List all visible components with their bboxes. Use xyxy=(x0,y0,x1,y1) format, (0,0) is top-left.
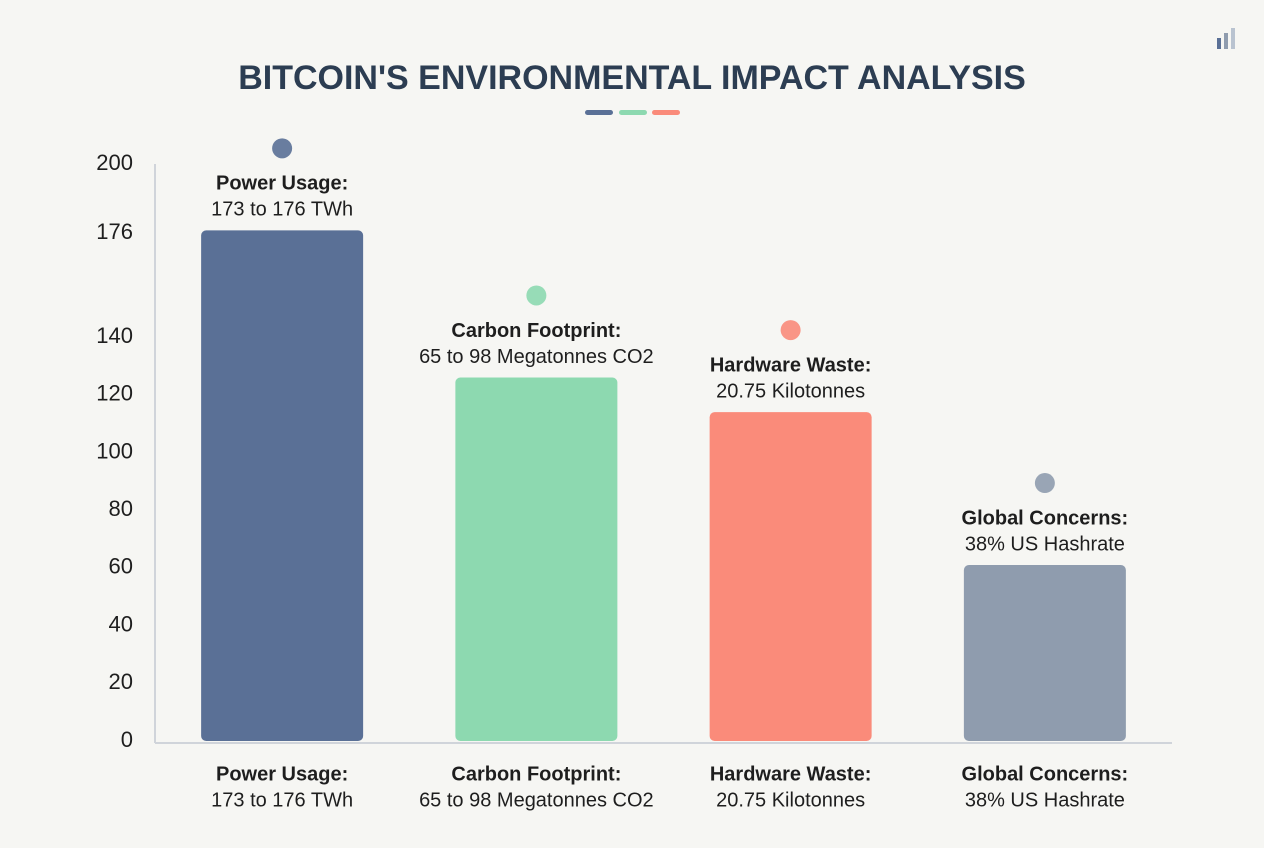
title-decoration xyxy=(585,110,680,115)
y-tick-label: 140 xyxy=(96,323,133,348)
bar xyxy=(201,230,364,742)
bar-annotation-detail: 20.75 Kilotonnes xyxy=(716,380,865,402)
x-tick-detail: 65 to 98 Megatonnes CO2 xyxy=(419,789,654,811)
x-tick-detail: 38% US Hashrate xyxy=(965,789,1125,811)
y-tick-label: 0 xyxy=(121,727,133,752)
y-tick-label: 200 xyxy=(96,150,133,175)
corner-icon xyxy=(1217,28,1235,49)
x-tick-label: Power Usage: xyxy=(216,763,348,785)
x-tick-label: Carbon Footprint: xyxy=(451,763,621,785)
y-tick-label: 100 xyxy=(96,438,133,463)
x-tick-detail: 20.75 Kilotonnes xyxy=(716,789,865,811)
y-tick-label: 60 xyxy=(109,554,133,579)
y-tick-label: 80 xyxy=(109,496,133,521)
x-tick-detail: 173 to 176 TWh xyxy=(211,789,353,811)
bar-annotation-detail: 173 to 176 TWh xyxy=(211,199,353,221)
x-tick-label: Hardware Waste: xyxy=(710,763,872,785)
y-tick-label: 120 xyxy=(96,381,133,406)
bar-icon xyxy=(526,285,547,306)
bar-icon xyxy=(272,138,293,159)
y-tick-label: 176 xyxy=(96,219,133,244)
bar-annotation-title: Global Concerns: xyxy=(962,507,1129,529)
x-tick-label: Global Concerns: xyxy=(962,763,1129,785)
bar-annotation-detail: 65 to 98 Megatonnes CO2 xyxy=(419,346,654,368)
bar xyxy=(963,565,1126,741)
y-tick-label: 20 xyxy=(109,669,133,694)
y-tick-label: 40 xyxy=(109,611,133,636)
bar-icon xyxy=(1034,473,1055,494)
bar-annotation-title: Carbon Footprint: xyxy=(451,320,621,342)
bar-annotation-title: Power Usage: xyxy=(216,173,348,195)
bar xyxy=(455,377,618,741)
bar-annotation-title: Hardware Waste: xyxy=(710,354,872,376)
chart-title: BITCOIN'S ENVIRONMENTAL IMPACT ANALYSIS xyxy=(238,59,1026,97)
bar-icon xyxy=(780,320,801,341)
bar-annotation-detail: 38% US Hashrate xyxy=(965,533,1125,555)
bar xyxy=(709,412,872,741)
